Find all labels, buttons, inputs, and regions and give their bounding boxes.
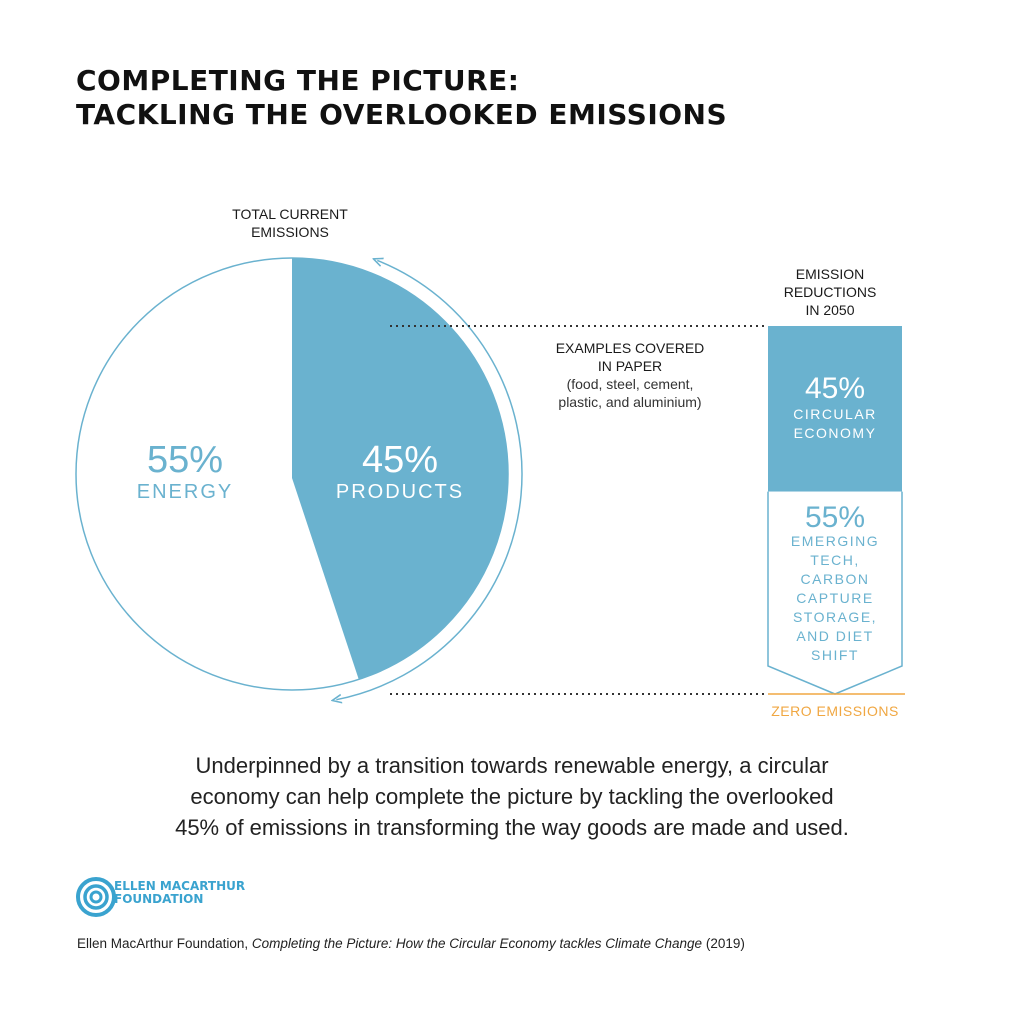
emerging-tech-percent: 55% [804,501,866,534]
bar-heading-line-3: IN 2050 [805,302,855,318]
foundation-logo-icon [76,877,116,917]
products-bracket-arrow [336,260,523,699]
emerging-tech-label: EMERGING TECH, CARBON CAPTURE STORAGE, A… [768,532,902,665]
source-author: Ellen MacArthur Foundation, [77,936,249,951]
source-year: (2019) [705,936,745,951]
examples-heading-1: EXAMPLES COVERED [555,340,705,356]
emerging-tech-label-line: TECH, [810,552,860,568]
pie-heading: TOTAL CURRENT EMISSIONS [190,205,390,241]
caption-line-1: Underpinned by a transition towards rene… [195,753,829,778]
energy-label: ENERGY [136,481,234,503]
circular-economy-label: CIRCULAR ECONOMY [768,405,902,443]
summary-caption: Underpinned by a transition towards rene… [60,750,964,843]
source-citation: Ellen MacArthur Foundation, Completing t… [77,936,745,951]
caption-line-2: economy can help complete the picture by… [190,784,834,809]
examples-heading-2: IN PAPER [597,358,663,374]
source-title: Completing the Picture: How the Circular… [251,936,703,951]
circular-economy-percent: 45% [804,372,866,405]
emerging-tech-label-line: SHIFT [811,647,859,663]
products-percent: 45% [361,439,439,481]
foundation-logo-text: ELLEN MACARTHUR FOUNDATION [114,880,245,906]
examples-detail-2: plastic, and aluminium) [558,394,702,410]
circular-economy-label-line: CIRCULAR [793,406,877,422]
products-label: PRODUCTS [335,481,465,503]
emerging-tech-label-line: CARBON [800,571,870,587]
caption-line-3: 45% of emissions in transforming the way… [175,815,849,840]
examples-note: EXAMPLES COVERED IN PAPER (food, steel, … [520,339,740,411]
emerging-tech-label-line: CAPTURE [796,590,874,606]
bar-segment-circular-economy [768,326,902,492]
circular-economy-label-line: ECONOMY [793,425,877,441]
zero-emissions-label: ZERO EMISSIONS [771,703,899,719]
title-line-2: TACKLING THE OVERLOOKED EMISSIONS [76,98,728,131]
title-line-1: COMPLETING THE PICTURE: [76,64,520,97]
emerging-tech-label-line: EMERGING [790,533,880,549]
emerging-tech-label-line: STORAGE, [792,609,878,625]
bar-heading: EMISSION REDUCTIONS IN 2050 [725,265,935,319]
logo-line-1: ELLEN MACARTHUR [114,879,246,893]
reduction-bar [767,326,903,695]
examples-detail-1: (food, steel, cement, [566,376,694,392]
logo-line-2: FOUNDATION [114,892,204,906]
bar-heading-line-2: REDUCTIONS [783,284,877,300]
bar-heading-line-1: EMISSION [795,266,865,282]
pie-heading-line-2: EMISSIONS [251,224,329,240]
page-title: COMPLETING THE PICTURE: TACKLING THE OVE… [76,64,727,132]
pie-heading-line-1: TOTAL CURRENT [232,206,348,222]
emerging-tech-label-line: AND DIET [796,628,874,644]
energy-percent: 55% [146,439,224,481]
